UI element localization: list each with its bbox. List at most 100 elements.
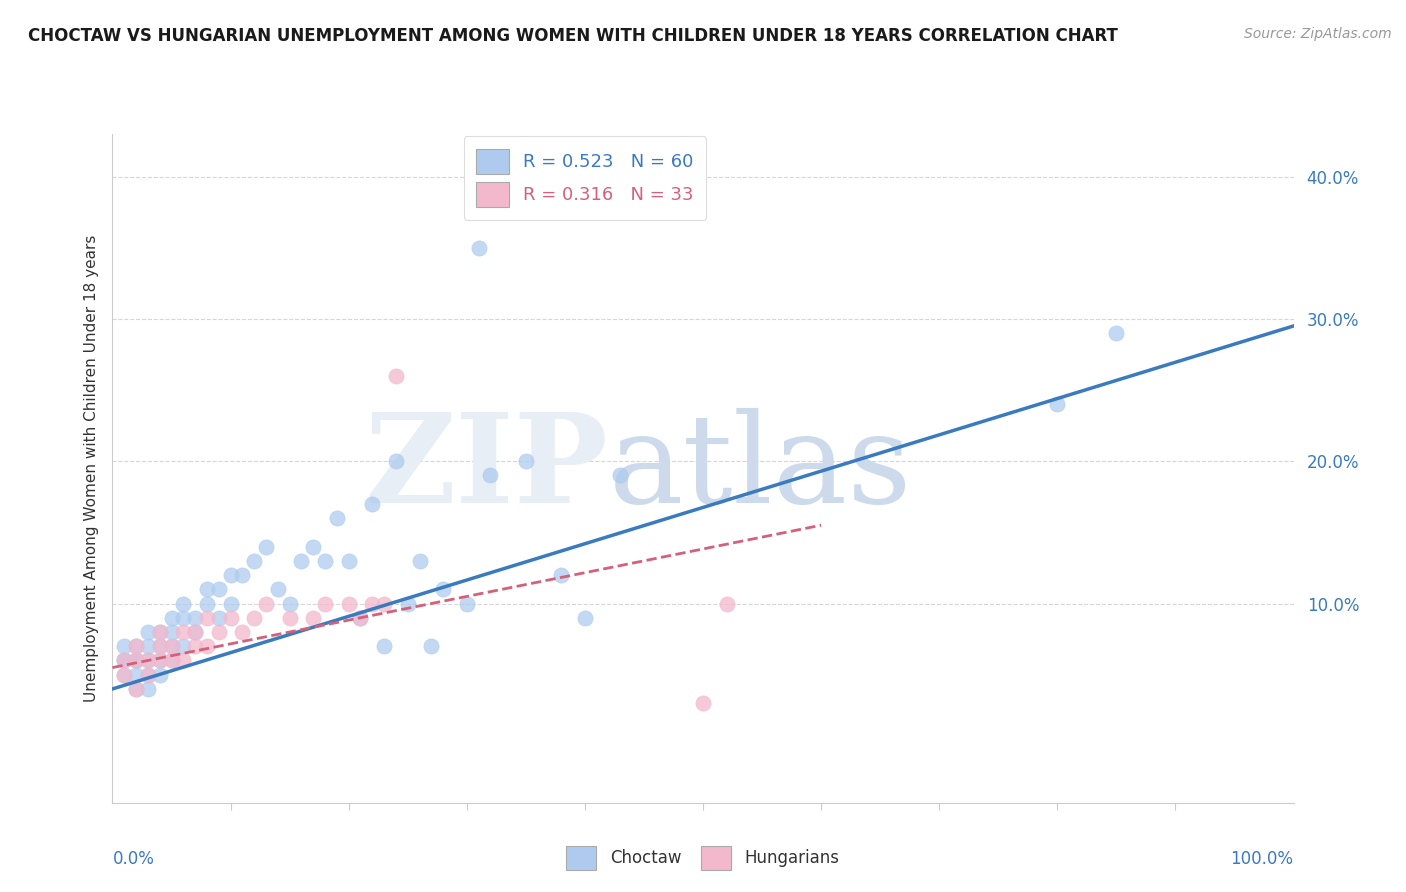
Point [467, 241, 489, 255]
Point [420, 639, 443, 653]
Point [195, 639, 218, 653]
Point [136, 653, 159, 667]
Point [112, 653, 135, 667]
Point [149, 639, 172, 653]
Point [219, 611, 242, 625]
Text: atlas: atlas [609, 408, 912, 529]
Point [125, 681, 148, 696]
Text: ZIP: ZIP [364, 408, 609, 529]
Point [326, 511, 349, 525]
Point [112, 667, 135, 681]
Point [373, 639, 395, 653]
Point [373, 597, 395, 611]
Text: 100.0%: 100.0% [1230, 849, 1294, 868]
Legend: Choctaw, Hungarians: Choctaw, Hungarians [555, 835, 851, 881]
Point [125, 639, 148, 653]
Point [184, 611, 207, 625]
Point [337, 597, 360, 611]
Point [302, 540, 325, 554]
Point [396, 597, 419, 611]
Point [172, 597, 194, 611]
Point [385, 368, 408, 383]
Point [172, 639, 194, 653]
Point [149, 667, 172, 681]
Point [550, 568, 572, 582]
Point [136, 639, 159, 653]
Point [1105, 326, 1128, 340]
Point [432, 582, 454, 597]
Point [574, 611, 596, 625]
Point [160, 639, 183, 653]
Point [149, 625, 172, 640]
Point [136, 681, 159, 696]
Point [219, 568, 242, 582]
Point [219, 597, 242, 611]
Point [160, 625, 183, 640]
Text: CHOCTAW VS HUNGARIAN UNEMPLOYMENT AMONG WOMEN WITH CHILDREN UNDER 18 YEARS CORRE: CHOCTAW VS HUNGARIAN UNEMPLOYMENT AMONG … [28, 27, 1118, 45]
Point [254, 597, 277, 611]
Point [208, 625, 231, 640]
Point [1046, 397, 1069, 411]
Point [385, 454, 408, 468]
Point [456, 597, 478, 611]
Point [278, 597, 301, 611]
Point [172, 625, 194, 640]
Point [136, 653, 159, 667]
Point [125, 639, 148, 653]
Point [243, 611, 266, 625]
Point [149, 639, 172, 653]
Point [195, 597, 218, 611]
Point [125, 653, 148, 667]
Point [349, 611, 371, 625]
Point [125, 653, 148, 667]
Point [160, 611, 183, 625]
Point [208, 611, 231, 625]
Point [160, 639, 183, 653]
Point [125, 653, 148, 667]
Point [361, 597, 384, 611]
Point [125, 681, 148, 696]
Point [231, 625, 253, 640]
Point [290, 554, 312, 568]
Point [172, 611, 194, 625]
Point [195, 582, 218, 597]
Point [112, 639, 135, 653]
Point [302, 611, 325, 625]
Point [195, 611, 218, 625]
Point [184, 625, 207, 640]
Point [314, 554, 336, 568]
Point [136, 625, 159, 640]
Point [231, 568, 253, 582]
Point [515, 454, 537, 468]
Point [112, 653, 135, 667]
Point [349, 611, 371, 625]
Point [716, 597, 738, 611]
Point [278, 611, 301, 625]
Point [184, 625, 207, 640]
Point [408, 554, 430, 568]
Point [149, 653, 172, 667]
Point [136, 667, 159, 681]
Point [112, 667, 135, 681]
Text: 0.0%: 0.0% [112, 849, 155, 868]
Point [361, 497, 384, 511]
Point [337, 554, 360, 568]
Point [160, 653, 183, 667]
Point [112, 653, 135, 667]
Y-axis label: Unemployment Among Women with Children Under 18 years: Unemployment Among Women with Children U… [83, 235, 98, 702]
Point [149, 625, 172, 640]
Point [267, 582, 290, 597]
Text: Source: ZipAtlas.com: Source: ZipAtlas.com [1244, 27, 1392, 41]
Point [609, 468, 631, 483]
Point [125, 667, 148, 681]
Point [692, 696, 714, 710]
Point [172, 653, 194, 667]
Point [314, 597, 336, 611]
Point [184, 639, 207, 653]
Point [208, 582, 231, 597]
Point [254, 540, 277, 554]
Point [479, 468, 502, 483]
Point [149, 653, 172, 667]
Point [243, 554, 266, 568]
Point [136, 667, 159, 681]
